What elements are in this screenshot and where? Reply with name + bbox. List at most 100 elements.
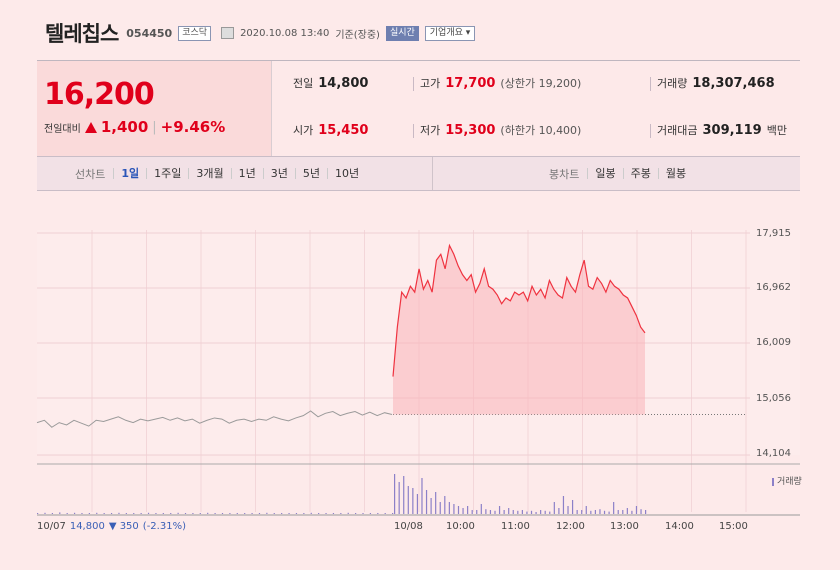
- line-chart-tabs: 선차트 1일 1주일 3개월 1년 3년 5년 10년: [75, 157, 366, 190]
- tab-weekly-candle[interactable]: 주봉: [622, 168, 658, 179]
- volume-bar: [125, 513, 127, 514]
- x-tick-label: 13:00: [610, 521, 639, 532]
- volume-bar: [622, 510, 624, 514]
- volume-bar: [244, 513, 246, 514]
- prev-day-date: 10/07: [37, 521, 66, 532]
- y-tick-label: 16,009: [756, 337, 791, 348]
- volume-bar: [631, 510, 633, 514]
- volume-bar: [485, 509, 487, 514]
- volume-bar: [521, 510, 523, 514]
- volume-bar: [384, 513, 386, 514]
- tab-1week[interactable]: 1주일: [146, 168, 188, 179]
- y-tick-label: 15,056: [756, 393, 791, 404]
- volume-bar: [303, 513, 305, 514]
- volume-bar: [59, 512, 61, 514]
- volume-legend-swatch: [772, 477, 774, 486]
- volume-bar: [640, 509, 642, 514]
- volume-bar: [377, 513, 379, 514]
- realtime-button[interactable]: 실시간: [385, 25, 419, 41]
- volume-bar: [184, 513, 187, 514]
- volume-bar: [258, 513, 261, 514]
- diff-label: 전일대비: [44, 123, 81, 135]
- volume-bar: [170, 513, 172, 514]
- current-price: 16,200: [44, 77, 155, 112]
- volume-bar: [498, 506, 501, 514]
- y-tick-label: 14,104: [756, 448, 791, 459]
- open-cell: 시가 15,450: [293, 122, 368, 138]
- high-value: 17,700: [445, 76, 496, 91]
- volume-bar: [457, 506, 460, 514]
- amount-cell: 거래대금 309,119 백만: [657, 122, 787, 138]
- calendar-icon: [221, 27, 235, 39]
- volume-bar: [626, 508, 628, 514]
- company-overview-dropdown[interactable]: 기업개요 ▾: [424, 25, 476, 41]
- volume-bar: [645, 510, 647, 514]
- volume-bar: [96, 512, 98, 514]
- volume-bar: [199, 513, 201, 514]
- basis-label: 기준(장중): [335, 29, 380, 41]
- volume-bar: [562, 496, 565, 514]
- lower-limit: (하한가 10,400): [500, 124, 582, 137]
- volume-bar: [480, 504, 482, 514]
- high-cell: 고가 17,700 (상한가 19,200): [420, 75, 581, 91]
- volume-bar: [147, 512, 150, 514]
- open-value: 15,450: [318, 123, 369, 138]
- volume-bar: [73, 512, 76, 514]
- volume-bar: [221, 513, 224, 514]
- volume-bar: [444, 496, 446, 514]
- volume-bar: [412, 488, 414, 514]
- volume-bar: [467, 506, 469, 514]
- prev-day-close: 14,800: [69, 521, 105, 532]
- prev-day-line: [36, 410, 393, 428]
- price-change: 전일대비 1,400 | +9.46%: [44, 118, 225, 136]
- prev-day-summary: 10/07 14,800 ▼ 350 (-2.31%): [37, 521, 186, 532]
- volume-bar: [453, 504, 455, 514]
- volume-bar: [576, 510, 578, 514]
- volume-bar: [207, 512, 209, 514]
- volume-bar: [325, 513, 327, 514]
- volume-bar: [503, 510, 505, 514]
- datetime: 2020.10.08 13:40: [240, 27, 330, 39]
- low-value: 15,300: [445, 123, 496, 138]
- tab-3year[interactable]: 3년: [262, 168, 295, 179]
- stock-name: 텔레칩스: [45, 22, 119, 46]
- volume-bar: [549, 511, 551, 514]
- tab-daily-candle[interactable]: 일봉: [587, 168, 622, 179]
- tab-monthly-candle[interactable]: 월봉: [657, 168, 693, 179]
- divider: [650, 77, 651, 91]
- volume-value: 18,307,468: [692, 76, 775, 91]
- volume-bar: [581, 510, 583, 514]
- low-cell: 저가 15,300 (하한가 10,400): [420, 122, 581, 138]
- volume-bar: [332, 513, 335, 514]
- divider: [432, 157, 433, 190]
- y-tick-label: 16,962: [756, 282, 791, 293]
- volume-bar: [281, 513, 283, 514]
- volume-bar: [585, 506, 587, 514]
- x-tick-label: 11:00: [501, 521, 530, 532]
- tab-10year[interactable]: 10년: [327, 168, 366, 179]
- tab-3month[interactable]: 3개월: [188, 168, 230, 179]
- prev-label: 전일: [293, 77, 314, 90]
- volume-bar: [44, 512, 46, 514]
- chart-tabs: 선차트 1일 1주일 3개월 1년 3년 5년 10년 봉차트 일봉 주봉 월봉: [37, 156, 800, 191]
- tab-1year[interactable]: 1년: [230, 168, 263, 179]
- volume-bar: [177, 512, 179, 514]
- volume-bar: [229, 513, 231, 514]
- volume-bar: [392, 513, 394, 514]
- volume-bar: [476, 510, 478, 514]
- volume-bar: [403, 476, 405, 514]
- stock-header: 텔레칩스 054450 코스닥 2020.10.08 13:40 기준(장중) …: [45, 18, 476, 48]
- prev-day-change: ▼ 350: [108, 521, 139, 532]
- amount-value: 309,119: [702, 123, 762, 138]
- volume-label: 거래량: [657, 77, 688, 90]
- quote-summary: 16,200 전일대비 1,400 | +9.46% 전일 14,800 고가 …: [37, 60, 800, 162]
- volume-bar: [273, 513, 275, 514]
- open-label: 시가: [293, 124, 314, 137]
- tab-5year[interactable]: 5년: [294, 168, 327, 179]
- volume-bar: [318, 513, 320, 514]
- tab-1day[interactable]: 1일: [113, 168, 146, 179]
- volume-bar: [66, 513, 68, 514]
- volume-bar: [51, 513, 53, 514]
- volume-bar: [407, 486, 409, 514]
